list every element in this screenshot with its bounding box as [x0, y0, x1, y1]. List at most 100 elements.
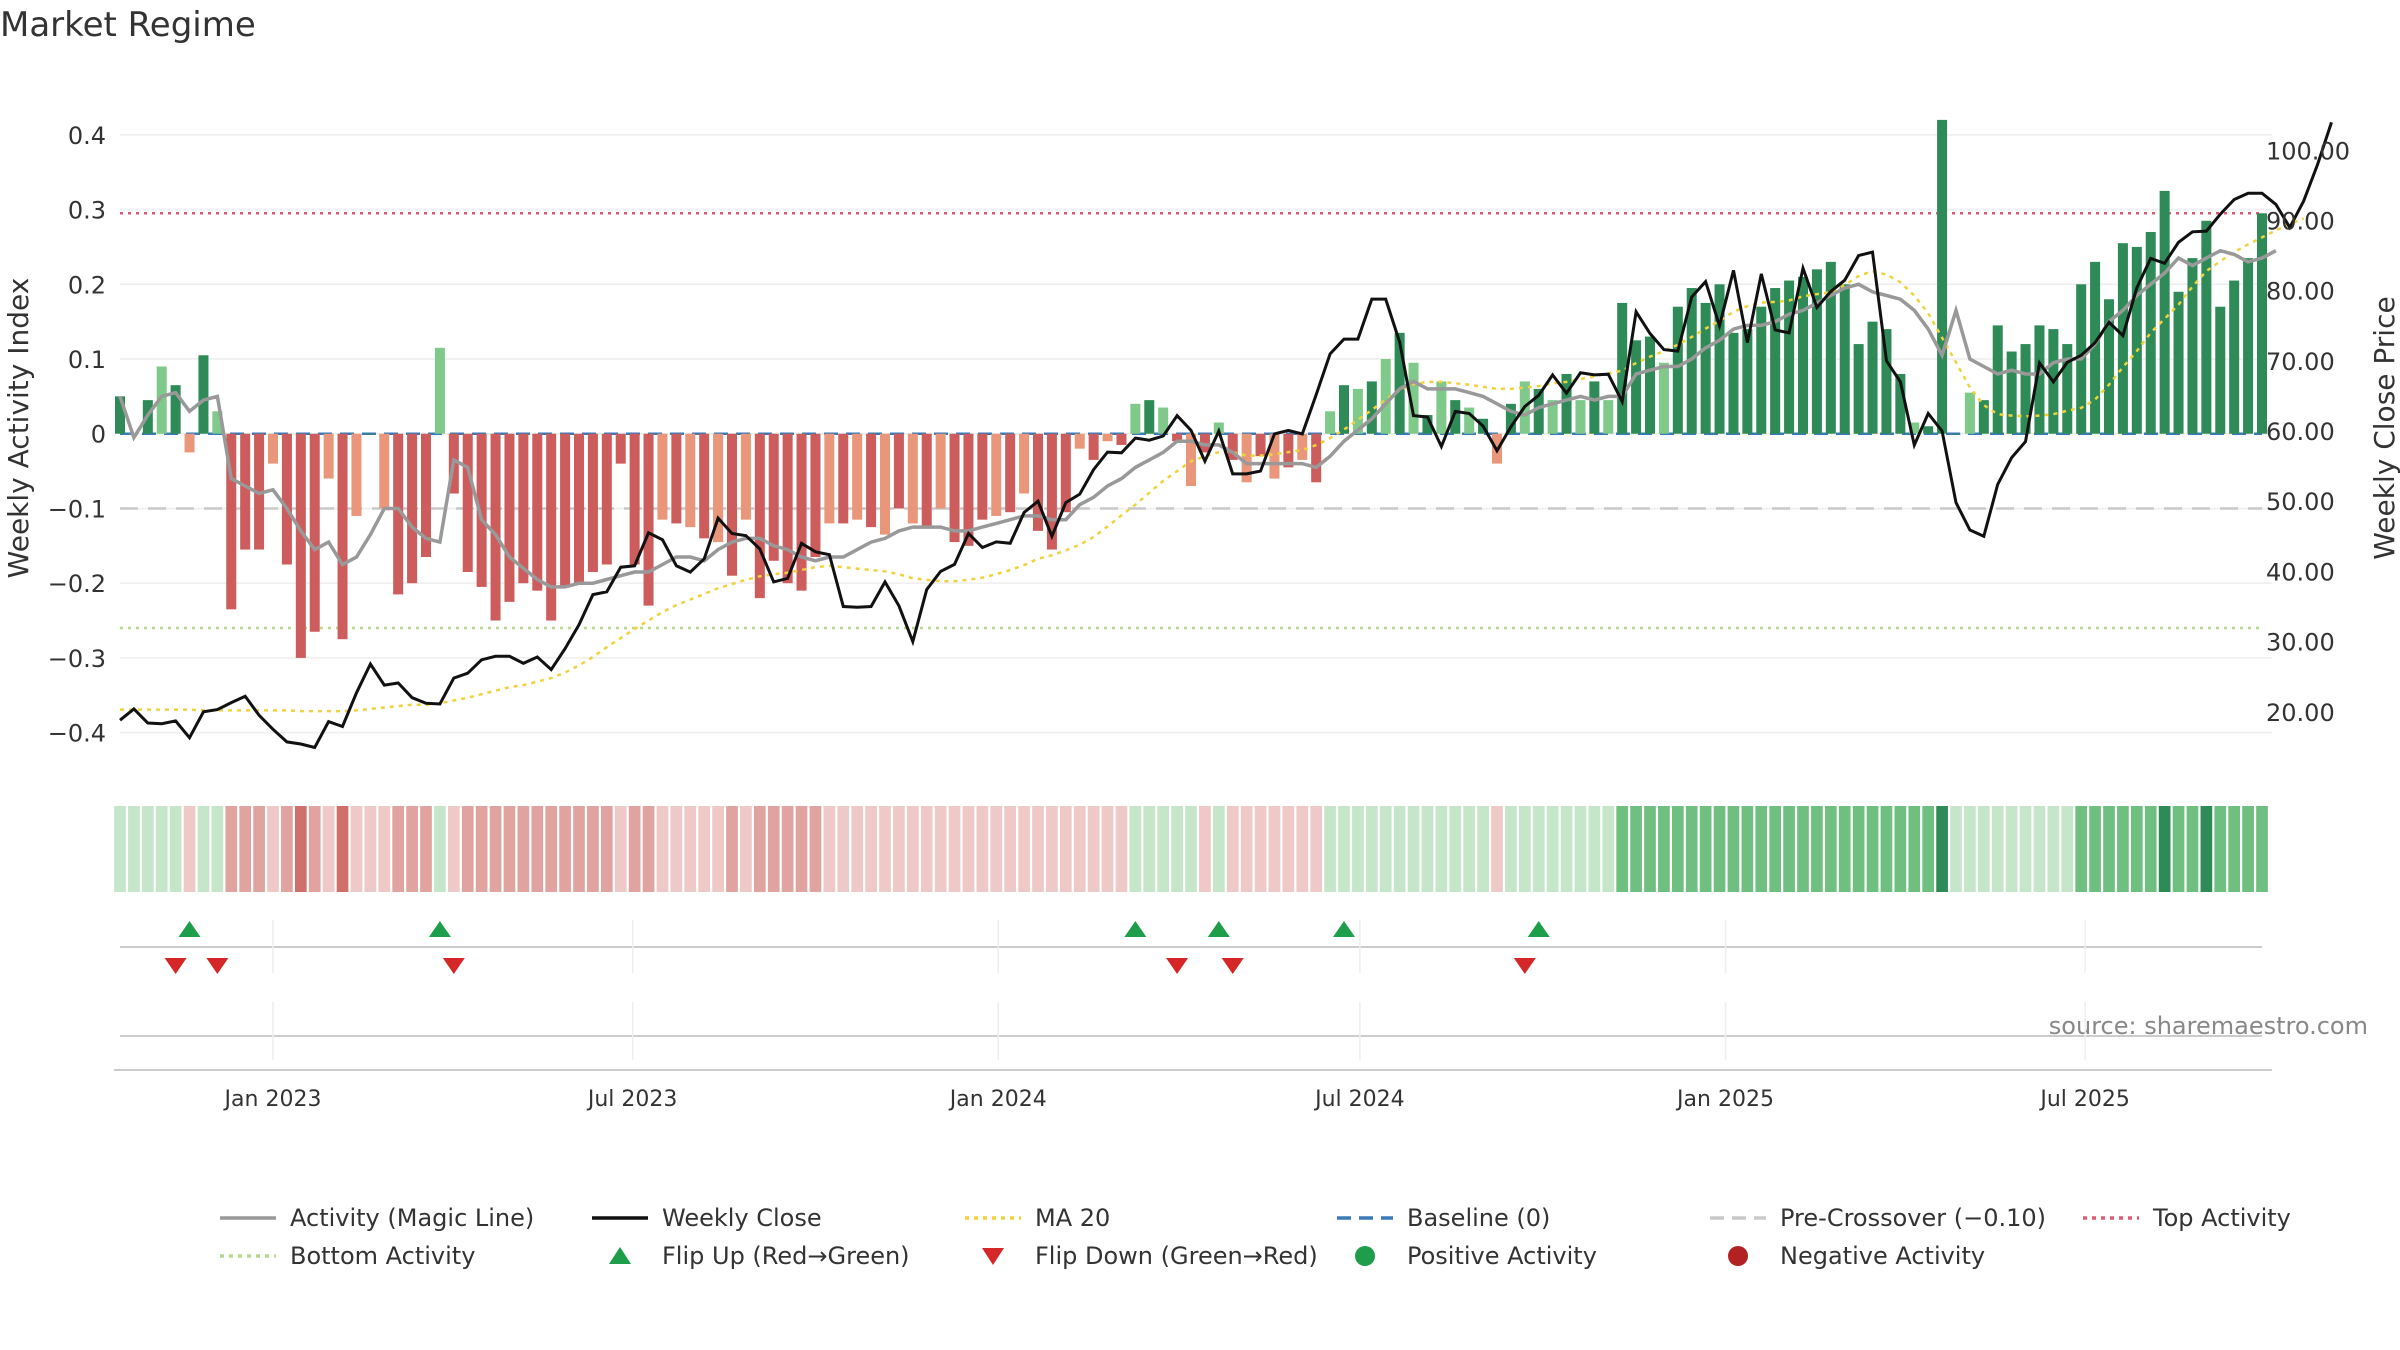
regime-cell: [1741, 806, 1754, 892]
regime-cell: [837, 806, 850, 892]
y-left-tick-label: 0: [91, 421, 106, 449]
activity-bar: [1505, 403, 1516, 434]
activity-bar: [1714, 284, 1725, 434]
activity-bar: [1325, 411, 1336, 434]
regime-cell: [434, 806, 446, 892]
flip-up-marker: [1124, 921, 1147, 937]
regime-cell: [2047, 806, 2060, 892]
regime-cell: [1699, 806, 1712, 892]
y-right-tick-label: 90.00: [2266, 208, 2335, 236]
activity-bars: [114, 119, 2268, 658]
regime-cell: [1282, 806, 1295, 892]
activity-bar: [2201, 220, 2212, 434]
regime-cell: [392, 806, 405, 892]
regime-cell: [183, 806, 196, 892]
chart-title: Market Regime: [0, 5, 256, 45]
activity-bar: [1895, 373, 1906, 434]
regime-cell: [2144, 806, 2157, 892]
activity-bar: [490, 433, 501, 621]
activity-bar: [1867, 321, 1878, 434]
activity-bar: [2145, 231, 2156, 434]
regime-cell: [1560, 806, 1573, 892]
regime-cell: [461, 806, 474, 892]
regime-cell: [2242, 806, 2254, 892]
regime-cell: [1046, 806, 1058, 892]
activity-bar: [323, 433, 334, 479]
activity-bar: [810, 433, 821, 558]
activity-bar: [1547, 400, 1558, 434]
regime-cell: [211, 806, 224, 892]
y-left-tick-label: 0.1: [68, 346, 106, 374]
regime-cell: [1421, 806, 1434, 892]
activity-bar: [949, 433, 960, 543]
regime-cell: [1491, 806, 1503, 892]
y-axis-right-ticks: 100.00 90.00 80.00 70.00 60.00 50.00 40.00 30.0…: [2266, 137, 2350, 726]
y-left-tick-label: −0.3: [48, 645, 106, 673]
regime-cell: [1296, 806, 1309, 892]
regime-cell: [1324, 806, 1336, 892]
legend-item: Negative Activity: [1728, 1242, 1985, 1270]
flip-up-marker: [178, 921, 201, 937]
regime-cell: [1115, 806, 1128, 892]
activity-bar: [1283, 433, 1294, 468]
regime-cell: [336, 806, 349, 892]
flip-down-marker: [1513, 958, 1536, 974]
regime-cell: [1032, 806, 1044, 892]
activity-bar: [921, 433, 932, 528]
regime-cell: [767, 806, 780, 892]
activity-bar: [1589, 381, 1600, 434]
regime-cell: [1129, 806, 1142, 892]
activity-bar: [1923, 426, 1934, 434]
regime-cell: [1894, 806, 1907, 892]
activity-bar: [2256, 213, 2268, 434]
activity-bar: [1019, 433, 1030, 494]
ma20-line: [120, 217, 2305, 713]
activity-bar: [2006, 351, 2017, 434]
activity-bar: [1352, 388, 1363, 434]
activity-bar: [1130, 403, 1141, 434]
y-axis-left-ticks: 0.4 0.3 0.2 0.1 0 −0.1 −0.2 −0.3 −0.4: [48, 122, 106, 748]
y-left-tick-label: 0.4: [68, 122, 106, 150]
activity-bar: [2034, 325, 2045, 434]
activity-bar: [2243, 258, 2254, 434]
activity-bar: [212, 411, 223, 434]
legend-item: Baseline (0): [1337, 1204, 1550, 1232]
legend-item: Flip Up (Red→Green): [609, 1242, 910, 1270]
activity-bar: [657, 433, 668, 520]
activity-bar: [768, 433, 779, 561]
legend-label: Baseline (0): [1407, 1204, 1550, 1232]
regime-strip: [114, 806, 2268, 892]
regime-cell: [753, 806, 766, 892]
activity-bar: [1102, 433, 1113, 442]
regime-cell: [1950, 806, 1962, 892]
legend-label: Positive Activity: [1407, 1242, 1597, 1270]
regime-cell: [364, 806, 377, 892]
regime-cell: [1824, 806, 1837, 892]
regime-cell: [851, 806, 864, 892]
regime-cell: [225, 806, 238, 892]
regime-cell: [141, 806, 154, 892]
regime-cell: [642, 806, 655, 892]
legend-item: Activity (Magic Line): [220, 1204, 534, 1232]
regime-cell: [1199, 806, 1211, 892]
regime-cell: [1727, 806, 1740, 892]
activity-bar: [2090, 261, 2101, 434]
regime-cell: [1435, 806, 1448, 892]
regime-cell: [865, 806, 877, 892]
regime-cell: [1852, 806, 1865, 892]
regime-cell: [128, 806, 140, 892]
flip-down-marker: [206, 958, 229, 974]
regime-cell: [2033, 806, 2046, 892]
regime-cell: [600, 806, 613, 892]
regime-cell: [1073, 806, 1086, 892]
regime-cell: [1769, 806, 1782, 892]
activity-bar: [546, 433, 557, 621]
activity-bar: [1964, 392, 1975, 434]
regime-cell: [1658, 806, 1670, 892]
regime-cell: [1101, 806, 1114, 892]
regime-cell: [1532, 806, 1545, 892]
regime-cell: [2005, 806, 2018, 892]
activity-bar: [1297, 433, 1308, 460]
regime-cell: [1713, 806, 1726, 892]
